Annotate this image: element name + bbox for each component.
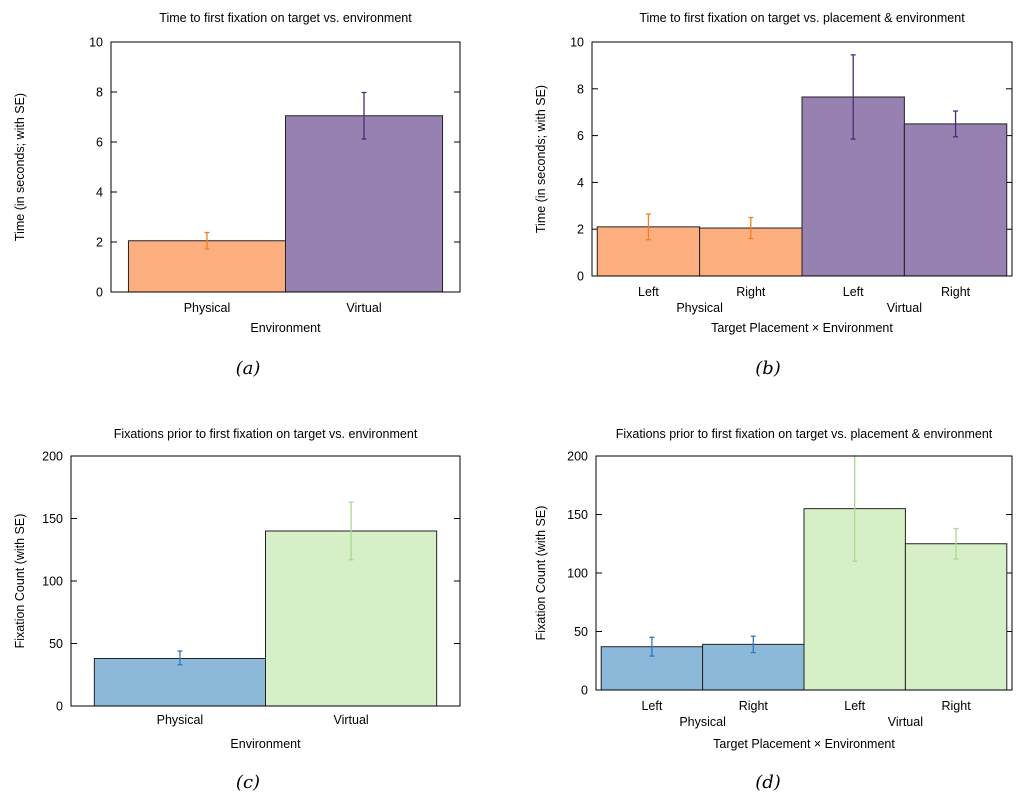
x-axis-label: Target Placement × Environment [713,737,895,751]
y-tick-label: 4 [96,186,103,200]
y-tick-label: 6 [577,129,584,143]
y-tick-label: 50 [574,625,588,639]
y-tick-label: 8 [577,82,584,96]
x-tick-label: Virtual [333,713,368,727]
chart-title: Fixations prior to first fixation on tar… [616,427,993,441]
chart-d: Fixations prior to first fixation on tar… [534,427,1013,793]
x-tick-label: Left [638,285,659,299]
x-axis-label: Target Placement × Environment [711,321,893,335]
x-tick-label: Virtual [346,301,381,315]
y-tick-label: 8 [96,86,103,100]
x-group-label: Physical [679,715,726,729]
x-tick-label: Left [641,699,662,713]
x-group-label: Virtual [888,715,923,729]
y-tick-label: 0 [56,700,63,714]
x-axis-label: Environment [230,737,301,751]
plot-frame [595,455,1013,691]
y-tick-label: 2 [96,236,103,250]
x-tick-label: Right [736,285,766,299]
y-axis-label: Time (in seconds; with SE) [13,93,27,241]
y-tick-label: 200 [567,450,588,464]
x-tick-label: Physical [157,713,204,727]
y-tick-label: 200 [42,450,63,464]
y-tick-label: 10 [89,36,103,50]
y-tick-label: 100 [567,567,588,581]
y-tick-label: 0 [96,286,103,300]
y-tick-label: 2 [577,223,584,237]
chart-title: Time to first fixation on target vs. pla… [639,11,965,25]
y-axis-label: Fixation Count (with SE) [534,506,548,641]
y-axis-label: Fixation Count (with SE) [13,514,27,649]
y-axis-label: Time (in seconds; with SE) [534,85,548,233]
chart-b: Time to first fixation on target vs. pla… [534,11,1013,379]
chart-title: Fixations prior to first fixation on tar… [114,427,418,441]
y-tick-label: 100 [42,575,63,589]
x-tick-label: Left [844,699,865,713]
plot-frame [110,41,461,293]
chart-c: Fixations prior to first fixation on tar… [13,427,461,793]
chart-title: Time to first fixation on target vs. env… [159,11,412,25]
x-group-label: Physical [676,301,723,315]
x-tick-label: Left [843,285,864,299]
figure-caption: (c) [236,772,260,793]
x-tick-label: Right [739,699,769,713]
x-tick-label: Physical [184,301,231,315]
chart-a: Time to first fixation on target vs. env… [13,11,461,379]
plot-frame [70,455,461,707]
y-tick-label: 6 [96,136,103,150]
x-axis-label: Environment [250,321,321,335]
bar [903,123,1008,277]
plot-frame [591,41,1013,277]
y-tick-label: 0 [577,270,584,284]
y-tick-label: 0 [581,684,588,698]
bar [285,115,444,293]
y-tick-label: 10 [570,36,584,50]
x-group-label: Virtual [887,301,922,315]
bar [904,543,1008,691]
figure-caption: (d) [755,772,781,793]
y-tick-label: 150 [42,512,63,526]
x-tick-label: Right [942,699,972,713]
y-tick-label: 50 [49,637,63,651]
figure-caption: (a) [236,358,261,379]
y-tick-label: 150 [567,508,588,522]
x-tick-label: Right [941,285,971,299]
y-tick-label: 4 [577,176,584,190]
figure-caption: (b) [755,358,781,379]
bar [93,658,266,707]
